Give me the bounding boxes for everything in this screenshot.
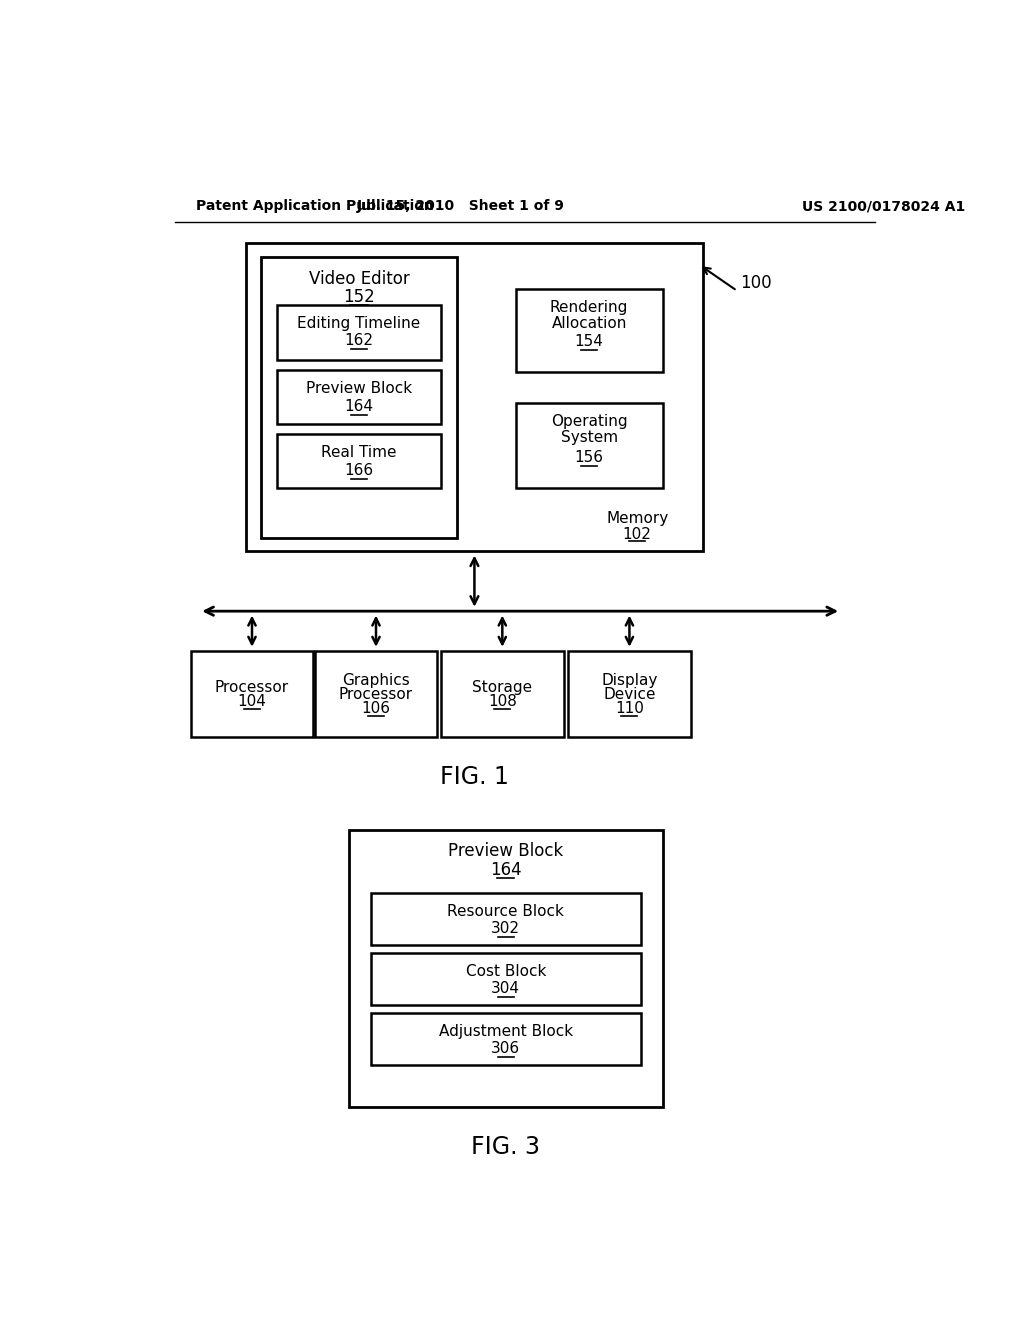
Text: Device: Device [603, 686, 655, 702]
Text: 302: 302 [492, 921, 520, 936]
Bar [349, 830, 663, 1107]
Text: System: System [560, 429, 617, 445]
Bar [515, 289, 663, 372]
Text: 304: 304 [492, 981, 520, 997]
Text: 164: 164 [344, 399, 374, 414]
Text: Jul. 15, 2010   Sheet 1 of 9: Jul. 15, 2010 Sheet 1 of 9 [357, 199, 565, 213]
Text: 152: 152 [343, 288, 375, 306]
Text: 166: 166 [344, 463, 374, 478]
Text: FIG. 1: FIG. 1 [440, 766, 509, 789]
Text: Real Time: Real Time [322, 445, 396, 461]
Bar [371, 892, 641, 945]
Bar [276, 370, 441, 424]
Bar [568, 651, 690, 738]
Text: Processor: Processor [215, 680, 289, 694]
Bar [314, 651, 437, 738]
Bar [371, 953, 641, 1006]
Text: US 2100/0178024 A1: US 2100/0178024 A1 [802, 199, 966, 213]
Text: Display: Display [601, 673, 657, 688]
Text: Adjustment Block: Adjustment Block [438, 1024, 572, 1039]
Bar [441, 651, 563, 738]
Text: 106: 106 [361, 701, 390, 715]
Bar [371, 1014, 641, 1065]
Text: 104: 104 [238, 694, 266, 709]
Text: Memory: Memory [606, 511, 669, 527]
Bar [261, 257, 457, 539]
Bar [276, 305, 441, 360]
Text: Rendering: Rendering [550, 300, 629, 315]
Text: Graphics: Graphics [342, 673, 410, 688]
Text: Patent Application Publication: Patent Application Publication [197, 199, 434, 213]
Bar [515, 404, 663, 488]
Text: 100: 100 [740, 275, 772, 292]
Bar [190, 651, 313, 738]
Text: FIG. 3: FIG. 3 [471, 1135, 541, 1159]
Text: Storage: Storage [472, 680, 532, 694]
Text: 154: 154 [574, 334, 603, 350]
Bar [276, 434, 441, 488]
Bar [246, 243, 703, 552]
Text: Video Editor: Video Editor [308, 269, 410, 288]
Text: Preview Block: Preview Block [449, 842, 563, 861]
Text: 164: 164 [490, 861, 521, 879]
Text: 102: 102 [623, 527, 651, 541]
Text: Operating: Operating [551, 414, 628, 429]
Text: Editing Timeline: Editing Timeline [297, 315, 421, 331]
Text: 156: 156 [574, 450, 603, 465]
Text: Resource Block: Resource Block [447, 904, 564, 919]
Text: 110: 110 [615, 701, 644, 715]
Text: 108: 108 [487, 694, 517, 709]
Text: 306: 306 [492, 1041, 520, 1056]
Text: 162: 162 [344, 334, 374, 348]
Text: Processor: Processor [339, 686, 413, 702]
Text: Cost Block: Cost Block [466, 964, 546, 979]
Text: Preview Block: Preview Block [306, 381, 412, 396]
Text: Allocation: Allocation [552, 315, 627, 331]
